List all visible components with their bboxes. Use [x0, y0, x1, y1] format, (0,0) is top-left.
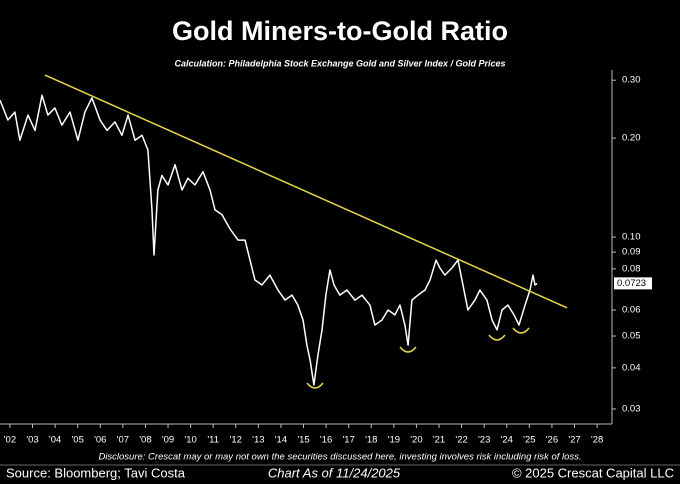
- x-tick-label: '12: [230, 435, 242, 446]
- low-marker: [399, 346, 417, 353]
- y-tick-label: 0.09: [622, 247, 641, 258]
- y-tick-label: 0.05: [622, 331, 641, 342]
- x-tick-label: '18: [365, 435, 377, 446]
- copyright: © 2025 Crescat Capital LLC: [512, 465, 674, 480]
- x-tick-label: '07: [117, 435, 129, 446]
- y-tick-label: 0.30: [622, 75, 641, 86]
- x-tick-label: '19: [388, 435, 400, 446]
- x-tick-label: '04: [49, 435, 61, 446]
- y-tick-label: 0.04: [622, 362, 641, 373]
- low-markers: [306, 327, 530, 389]
- y-tick-label: 0.10: [622, 232, 641, 243]
- x-tick-label: '06: [94, 435, 106, 446]
- x-tick-label: '22: [455, 435, 467, 446]
- x-tick-label: '25: [523, 435, 535, 446]
- x-tick-label: '10: [184, 435, 196, 446]
- y-tick-label: 0.20: [622, 133, 641, 144]
- last-value-box: [614, 277, 652, 290]
- x-tick-label: '16: [320, 435, 332, 446]
- last-value-badge: 0.0723: [614, 277, 652, 290]
- disclosure: Disclosure: Crescat may or may not own t…: [98, 452, 581, 463]
- low-marker: [512, 327, 530, 334]
- x-tick-label: '26: [546, 435, 558, 446]
- last-value-label: 0.0723: [617, 278, 646, 289]
- x-tick-label: '02: [4, 435, 16, 446]
- x-tick-label: '14: [275, 435, 287, 446]
- y-tick-label: 0.08: [622, 263, 641, 274]
- x-tick-label: '27: [568, 435, 580, 446]
- trend-line: [44, 74, 568, 309]
- x-tick-label: '13: [252, 435, 264, 446]
- chart-title: Gold Miners-to-Gold Ratio: [172, 16, 508, 46]
- x-tick-label: '15: [297, 435, 309, 446]
- x-tick-label: '08: [139, 435, 151, 446]
- low-marker: [306, 382, 324, 389]
- data-line: [0, 94, 538, 386]
- x-tick-label: '28: [591, 435, 603, 446]
- source: Source: Bloomberg; Tavi Costa: [6, 465, 186, 480]
- chart-subtitle: Calculation: Philadelphia Stock Exchange…: [174, 58, 505, 68]
- x-tick-label: '17: [342, 435, 354, 446]
- x-tick-label: '20: [410, 435, 422, 446]
- x-tick-label: '21: [433, 435, 445, 446]
- y-tick-label: 0.06: [622, 305, 641, 316]
- x-tick-label: '24: [501, 435, 513, 446]
- x-tick-label: '11: [207, 435, 219, 446]
- x-tick-label: '05: [71, 435, 83, 446]
- x-tick-label: '03: [26, 435, 38, 446]
- low-marker: [488, 334, 506, 341]
- x-tick-label: '09: [162, 435, 174, 446]
- as-of-date: Chart As of 11/24/2025: [268, 465, 401, 480]
- y-tick-label: 0.03: [622, 403, 641, 414]
- x-tick-label: '23: [478, 435, 490, 446]
